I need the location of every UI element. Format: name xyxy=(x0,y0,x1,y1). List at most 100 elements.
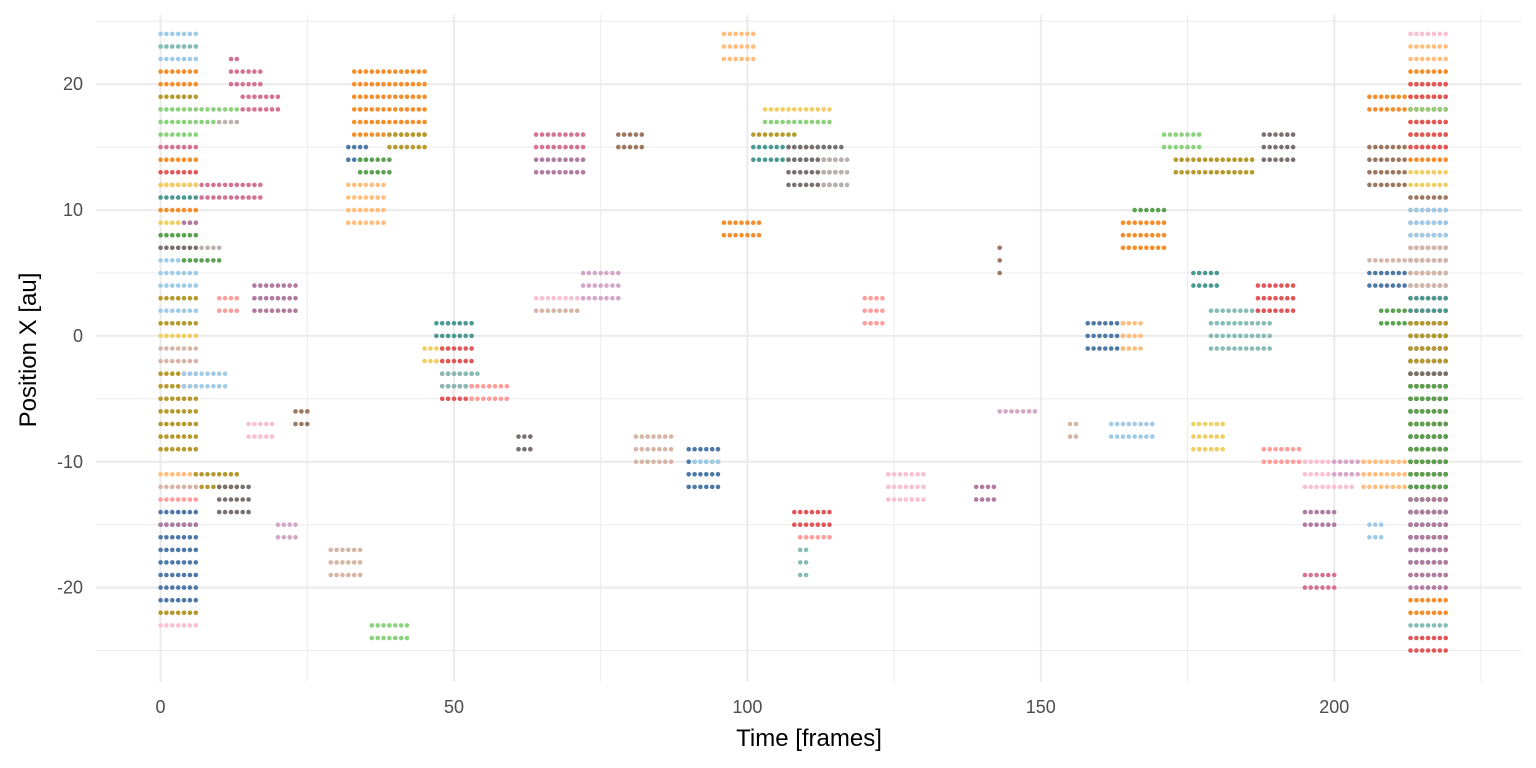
data-point xyxy=(1408,585,1413,590)
data-point xyxy=(158,333,163,339)
data-point xyxy=(422,69,427,74)
data-point xyxy=(1443,434,1448,439)
data-point xyxy=(551,308,556,314)
data-point xyxy=(1414,132,1419,137)
data-point xyxy=(369,94,375,100)
data-point xyxy=(216,182,222,188)
data-point xyxy=(222,182,228,188)
data-point xyxy=(1238,170,1243,175)
data-point xyxy=(1373,484,1378,490)
data-point xyxy=(439,371,445,377)
data-point xyxy=(181,81,187,87)
data-point xyxy=(252,107,257,112)
data-point xyxy=(1320,459,1325,465)
data-point xyxy=(164,384,169,389)
data-point xyxy=(193,346,199,351)
data-point xyxy=(1408,270,1413,276)
data-point xyxy=(1408,69,1413,74)
data-point xyxy=(158,81,163,87)
data-point xyxy=(686,446,691,452)
data-point xyxy=(375,195,381,200)
x-tick-label: 200 xyxy=(1319,697,1349,717)
data-point xyxy=(1208,157,1214,162)
data-point xyxy=(1073,434,1079,439)
data-point xyxy=(416,94,422,100)
data-point xyxy=(228,472,234,477)
data-point xyxy=(610,270,615,276)
data-point xyxy=(1267,446,1272,452)
data-point xyxy=(181,107,187,112)
data-point xyxy=(416,81,422,87)
data-point xyxy=(1367,107,1372,112)
data-point xyxy=(797,119,803,125)
data-point xyxy=(375,635,381,641)
data-point xyxy=(792,509,797,515)
data-point xyxy=(1114,346,1120,351)
data-point xyxy=(1367,157,1372,162)
data-point xyxy=(164,446,169,452)
data-point xyxy=(416,107,422,112)
data-point xyxy=(369,119,375,125)
data-point xyxy=(187,157,193,162)
data-point xyxy=(1419,371,1425,377)
data-point xyxy=(1138,245,1143,251)
data-point xyxy=(357,94,363,100)
data-point xyxy=(1425,409,1431,414)
data-point xyxy=(569,308,574,314)
data-point xyxy=(533,308,539,314)
data-point xyxy=(809,157,815,162)
data-point xyxy=(1425,497,1431,502)
data-point xyxy=(228,56,234,62)
data-point xyxy=(305,409,310,414)
data-point xyxy=(1408,170,1413,175)
data-point xyxy=(1443,232,1448,238)
data-point xyxy=(158,371,163,377)
data-point xyxy=(357,170,363,175)
data-point xyxy=(1138,346,1143,351)
data-point xyxy=(1443,44,1448,49)
data-point xyxy=(351,207,357,213)
data-point xyxy=(234,195,240,200)
data-point xyxy=(1414,232,1419,238)
data-point xyxy=(334,560,339,565)
data-point xyxy=(1179,132,1184,137)
data-point xyxy=(1443,623,1448,628)
data-point xyxy=(228,107,234,112)
data-point xyxy=(228,195,234,200)
data-point xyxy=(181,308,187,314)
data-point xyxy=(1138,421,1143,427)
data-point xyxy=(1314,572,1319,578)
data-point xyxy=(351,132,357,137)
data-point xyxy=(211,384,216,389)
data-point xyxy=(1361,459,1366,465)
data-point xyxy=(774,119,779,125)
data-point xyxy=(193,522,199,527)
data-point xyxy=(381,170,386,175)
data-point xyxy=(1443,245,1448,251)
data-point xyxy=(551,157,556,162)
data-point xyxy=(1431,497,1437,502)
data-point xyxy=(1419,220,1425,225)
data-point xyxy=(205,472,210,477)
data-point xyxy=(1378,170,1384,175)
data-point xyxy=(1108,421,1114,427)
data-point xyxy=(1425,69,1431,74)
data-point xyxy=(369,623,375,628)
data-point xyxy=(751,56,756,62)
data-point xyxy=(1425,245,1431,251)
data-point xyxy=(1443,384,1448,389)
data-point xyxy=(375,207,381,213)
data-point xyxy=(357,560,363,565)
data-point xyxy=(369,107,375,112)
data-point xyxy=(1373,144,1378,150)
data-point xyxy=(727,44,733,49)
data-point xyxy=(709,446,715,452)
data-point xyxy=(351,119,357,125)
data-point xyxy=(1425,635,1431,641)
data-point xyxy=(803,107,809,112)
data-point xyxy=(222,371,228,377)
data-point xyxy=(1425,421,1431,427)
data-point xyxy=(797,572,803,578)
data-point xyxy=(792,182,797,188)
data-point xyxy=(692,446,697,452)
